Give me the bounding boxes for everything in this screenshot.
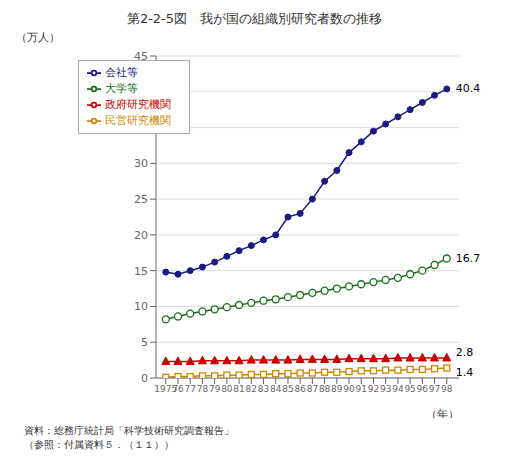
svg-text:45: 45 [134,50,148,63]
svg-text:30: 30 [134,157,148,170]
svg-text:20: 20 [134,229,148,242]
svg-text:10: 10 [134,300,148,313]
svg-text:95: 95 [404,384,415,394]
svg-text:87: 87 [307,384,318,394]
svg-text:86: 86 [294,384,306,394]
svg-text:92: 92 [368,384,379,394]
svg-text:（年）: （年） [426,408,459,418]
svg-text:78: 78 [197,384,209,394]
svg-text:84: 84 [270,384,282,394]
svg-text:80: 80 [221,384,233,394]
svg-text:85: 85 [282,384,293,394]
svg-text:25: 25 [134,193,148,206]
svg-text:15: 15 [134,265,148,278]
svg-text:96: 96 [417,384,429,394]
svg-text:5: 5 [141,336,148,349]
svg-text:88: 88 [319,384,331,394]
svg-text:1.4: 1.4 [456,366,474,379]
svg-text:98: 98 [441,384,453,394]
svg-text:79: 79 [209,384,221,394]
svg-text:0: 0 [141,372,148,385]
svg-text:40: 40 [134,86,148,99]
svg-text:94: 94 [392,384,404,394]
svg-text:35: 35 [134,121,148,134]
svg-text:97: 97 [429,384,440,394]
svg-text:93: 93 [380,384,391,394]
svg-text:81: 81 [233,384,244,394]
svg-text:77: 77 [184,384,195,394]
svg-text:91: 91 [356,384,367,394]
svg-text:89: 89 [331,384,343,394]
svg-text:76: 76 [172,384,184,394]
svg-text:2.8: 2.8 [456,346,474,359]
svg-text:82: 82 [246,384,257,394]
svg-text:40.4: 40.4 [456,82,481,95]
svg-text:90: 90 [343,384,355,394]
svg-text:16.7: 16.7 [456,252,481,265]
svg-text:83: 83 [258,384,269,394]
